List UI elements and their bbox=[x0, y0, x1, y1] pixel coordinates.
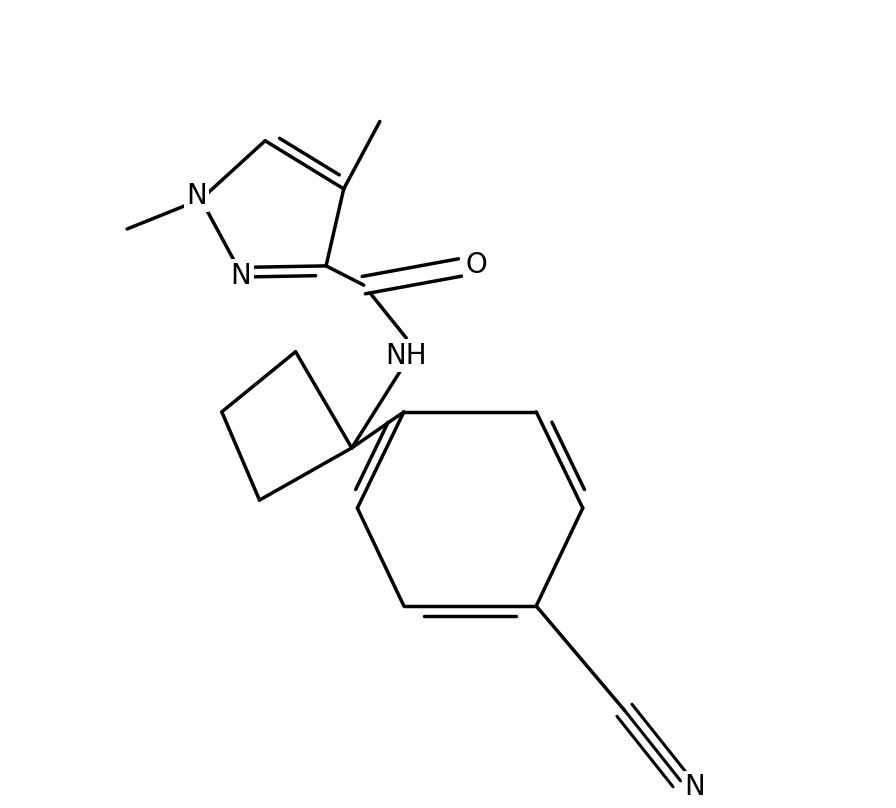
Text: N: N bbox=[230, 262, 252, 289]
Text: O: O bbox=[465, 251, 487, 279]
Text: N: N bbox=[685, 773, 705, 802]
Text: NH: NH bbox=[385, 342, 427, 370]
Text: N: N bbox=[185, 182, 206, 210]
